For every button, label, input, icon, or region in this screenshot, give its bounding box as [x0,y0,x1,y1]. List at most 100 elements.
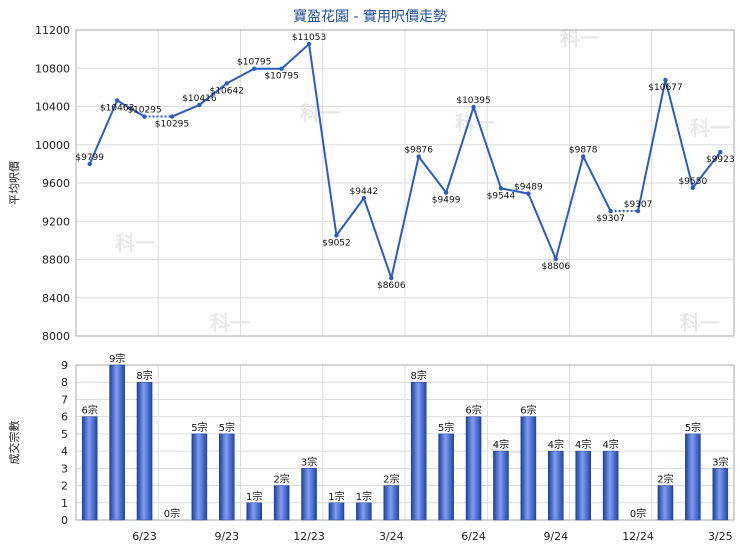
line-point [526,191,531,196]
line-segment [171,104,200,118]
bar-value-label: 6宗 [465,404,481,417]
line-segment [390,156,420,279]
line-point [635,208,641,214]
line-point [663,77,668,83]
bar-y-tick-label: 3 [61,462,68,475]
line-y-tick-label: 9200 [42,215,70,228]
line-segment [335,197,365,236]
bar [493,450,509,521]
line-point-label: $10295 [155,120,189,130]
line-point-label: $10677 [648,83,682,93]
line-segment [554,156,585,260]
line-segment [472,106,502,189]
bar-value-label: 3宗 [712,455,728,468]
line-point [114,98,120,103]
bar [81,416,98,521]
line-point-label: $11053 [292,33,326,43]
bar-value-label: 6宗 [82,404,98,417]
bar-value-label: 5宗 [685,421,701,434]
line-point [389,275,394,281]
line-point [690,185,696,190]
line-point [443,190,449,195]
line-plot-frame [75,29,735,337]
bar [575,450,591,521]
bar-value-label: 4宗 [602,438,618,451]
bar [219,433,235,521]
x-tick-label: 3/25 [708,530,733,543]
x-tick-label: 6/23 [132,530,157,543]
line-point-label: $10795 [264,72,298,82]
line-point-label: $10463 [100,103,134,113]
bar-y-tick-label: 0 [61,514,68,527]
bar-value-label: 4宗 [575,438,591,451]
x-tick-label: 6/24 [461,530,486,543]
watermark-text: 科一 [680,311,720,335]
bar [520,416,537,521]
bar [273,485,290,521]
bar [356,502,372,521]
line-segment [664,79,694,189]
line-segment [417,156,447,194]
line-point [279,66,284,71]
bar-plot-frame [75,364,735,521]
bar-value-label: 0宗 [164,507,180,520]
bar-y-tick-label: 7 [61,393,68,406]
line-segment [637,79,667,212]
watermark-text: 科一 [210,311,250,335]
line-segment [88,100,119,165]
line-segment [582,155,612,212]
x-tick-label: 12/23 [293,530,325,543]
line-y-tick-label: 10400 [35,101,70,114]
bar [465,416,482,521]
line-point-label: $9307 [596,214,625,224]
line-segment [527,193,557,260]
line-point [197,102,202,108]
line-point-label: $10295 [127,106,161,116]
bar-y-tick-label: 9 [61,359,68,372]
x-tick-label: 12/24 [622,530,654,543]
bar [383,485,400,521]
x-tick-label: 9/24 [543,530,568,543]
bar [109,364,125,521]
bar [712,468,729,521]
line-point-label: $9876 [404,146,433,156]
watermark-text: 科一 [115,231,155,255]
bar [301,468,317,521]
line-point [334,233,339,238]
line-segment [226,67,255,85]
line-y-tick-label: 8800 [42,254,70,267]
bar-y-tick-label: 4 [61,445,68,458]
bar [548,450,564,521]
bar-value-label: 3宗 [301,455,317,468]
line-y-tick-label: 10000 [35,139,70,152]
bar [136,381,153,521]
line-segment [198,82,228,106]
bar-value-label: 2宗 [273,473,289,486]
bar-y-tick-label: 8 [61,376,68,389]
bar-y-tick-label: 1 [61,497,68,510]
line-segment [692,151,722,189]
line-point-label: $9878 [569,145,598,155]
line-point [252,66,257,71]
line-point-label: $9923 [706,155,735,165]
line-point [224,81,229,86]
line-segment [362,197,393,279]
bar [685,433,701,521]
line-y-tick-label: 9600 [42,177,70,190]
line-point-label: $9499 [432,196,461,206]
watermark-text: 科一 [455,111,495,135]
line-segment [445,106,475,193]
bar-value-label: 2宗 [383,473,399,486]
bar-value-label: 1宗 [328,490,344,503]
bar-value-label: 8宗 [411,369,427,382]
bar-y-axis-label: 成交宗數 [7,421,21,465]
line-point [169,114,175,119]
line-point-label: $10795 [237,58,271,68]
line-point-label: $9052 [322,238,351,248]
line-point [553,256,558,262]
bar-y-tick-label: 2 [61,480,68,493]
line-point [718,149,723,155]
bar-value-label: 0宗 [630,507,646,520]
line-point [581,154,586,159]
